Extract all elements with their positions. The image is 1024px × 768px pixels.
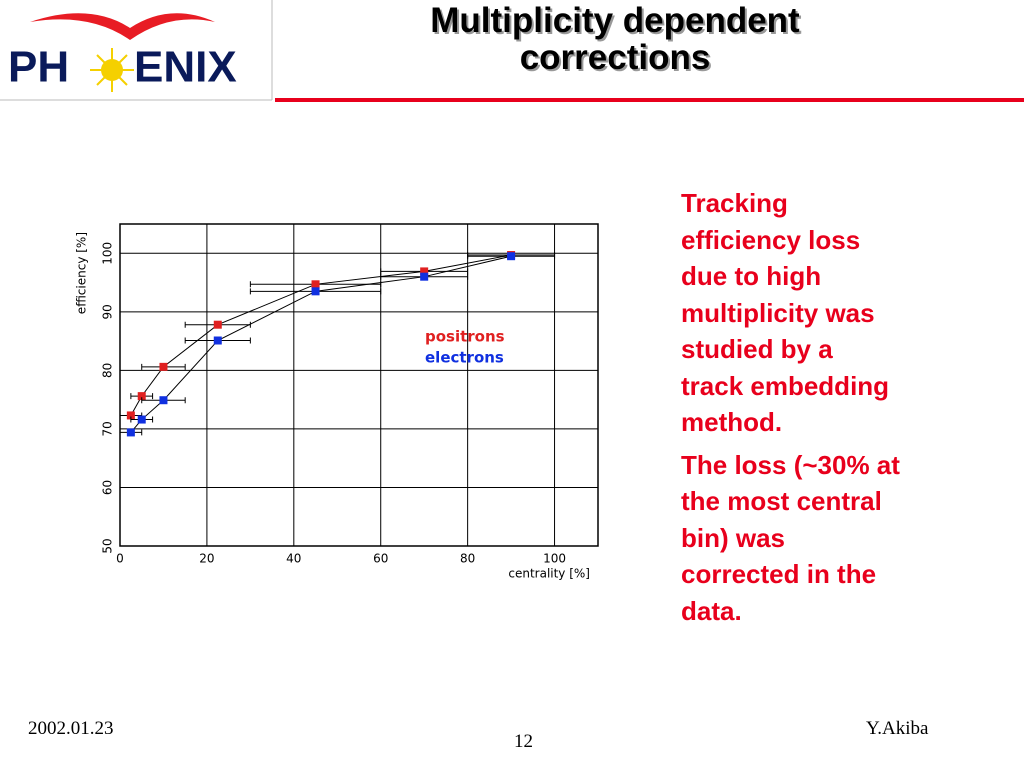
bullet-line: data. — [681, 595, 742, 626]
x-tick-label: 20 — [199, 552, 214, 566]
x-tick-label: 40 — [286, 552, 301, 566]
logo-right: ENIX — [134, 43, 237, 92]
point — [507, 252, 516, 261]
bullet: The loss (~30% at the most central bin) wa… — [681, 447, 900, 630]
y-tick-label: 50 — [101, 538, 115, 553]
x-axis-label: centrality [%] — [508, 567, 590, 581]
point — [126, 428, 135, 437]
bullet-line: multiplicity was — [681, 297, 875, 328]
bullet-list: Tracking efficiency loss due to high multip… — [681, 185, 900, 635]
bullet-line: bin) was — [681, 522, 786, 553]
x-tick-label: 80 — [460, 552, 475, 566]
title-line: corrections — [519, 38, 711, 77]
logo-wing — [30, 13, 215, 40]
point — [159, 362, 168, 371]
point — [137, 392, 146, 401]
point — [137, 415, 146, 424]
bullet-line: due to high — [681, 261, 822, 291]
bullet-line: The loss (~30% at — [681, 449, 900, 480]
y-tick-label: 60 — [101, 480, 115, 495]
bullet-line: track embedding — [681, 370, 890, 401]
bullet-line: Tracking — [681, 188, 788, 218]
point — [420, 267, 429, 276]
x-tick-label: 0 — [116, 552, 124, 566]
point — [311, 287, 320, 296]
footer-page: 12 — [514, 731, 533, 752]
legend-entry: positrons — [425, 328, 505, 346]
logo-rays — [90, 48, 134, 92]
bullet-line: studied by a — [681, 334, 833, 364]
title: Multiplicity dependent corrections — [320, 2, 910, 76]
footer-author: Y.Akiba — [866, 718, 929, 739]
x-tick-label: 60 — [373, 552, 388, 566]
footer-date: 2002.01.23 — [28, 718, 114, 739]
bullet-line: method. — [681, 407, 783, 437]
y-tick-label: 100 — [101, 242, 115, 265]
y-tick-label: 80 — [101, 363, 115, 378]
point — [213, 320, 222, 329]
bullet-line: corrected in the — [681, 559, 877, 589]
y-tick-label: 70 — [101, 421, 115, 436]
point — [126, 411, 135, 420]
y-axis-label: efficiency [%] — [75, 232, 89, 314]
title-line: Multiplicity dependent — [430, 1, 800, 40]
y-tick-label: 90 — [101, 304, 115, 319]
x-tick-label: 100 — [543, 552, 566, 566]
plot-frame — [119, 223, 599, 547]
logo-left: PH — [8, 43, 69, 92]
point — [159, 396, 168, 405]
bullet-line: efficiency loss — [681, 224, 861, 255]
point — [311, 280, 320, 289]
point — [420, 272, 429, 281]
point — [213, 336, 222, 345]
bullet: Tracking efficiency loss due to high multip… — [681, 185, 900, 441]
legend-entry: electrons — [425, 349, 504, 367]
bullet-line: the most central — [681, 486, 882, 516]
